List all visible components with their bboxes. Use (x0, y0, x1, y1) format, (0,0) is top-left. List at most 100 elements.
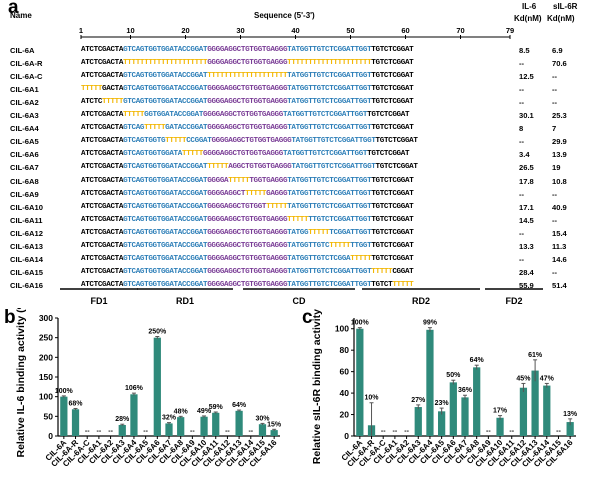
il6-kd-value: 17.1 (519, 202, 534, 212)
sequence-segment: ATCTCGACTA (81, 137, 124, 146)
sequence-segment: GGGGAGGCTGTGGTGAGGG (207, 267, 288, 276)
sequence-segment: GGGGAGGCTGTGGTGAGGG (207, 124, 288, 133)
sequence-segment: GTCAGTGGTGGATACCGGAT (123, 202, 208, 211)
il6-data-label: 64% (232, 402, 247, 409)
row-sequence: TTTTTGACTAGTCAGTGGTGGATACCGGATGGGGAGGCTG… (81, 85, 414, 94)
sequence-segment: GTCAGTGGTGGATACCGGAT (123, 176, 208, 185)
region-bar: FD1 RD1 CD RD2 FD2 (60, 288, 543, 306)
region-label: RD1 (176, 296, 194, 306)
sequence-segment: TATGGTTGTCTCGGATTGGT (287, 189, 372, 198)
sequence-segment: TGTCTCGGAT (371, 228, 414, 237)
sequence-segment: ATCTCGACTA (81, 189, 124, 198)
sequence-row: CIL-6A-R ATCTCGACTATTTTTTTTTTTTTTTTTTTTGG… (4, 58, 584, 71)
sequence-segment: TATGGTTGTCTCGGATTGGT (287, 124, 372, 133)
row-sequence: ATCTCGACTAGTCAGTGGTGGATACCGGATGGGGAGGCTG… (81, 254, 414, 263)
il6-data-label: 32% (162, 415, 177, 422)
sequence-segment: TTTTT (144, 124, 166, 133)
sequence-segment: ATCTCGACTA (81, 202, 124, 211)
sequence-segment: ATCTCGACTA (81, 150, 124, 159)
sequence-segment: TATGGTTGTCTCGGATTGGT (282, 111, 368, 120)
region-label: CD (293, 296, 306, 306)
sequence-segment: TATGG (287, 228, 309, 237)
sequence-segment: AGGCTGTGGTGAGGG (228, 163, 292, 172)
il6-bar (153, 337, 161, 436)
il6-kd-value: -- (519, 228, 525, 238)
sequence-segment: GGGGAGGCTGTGGTGAGGG (207, 98, 288, 107)
sequence-segment: GTCAGTGGTGGATACCGGAT (123, 215, 208, 224)
sil6r-data-label: 13% (563, 411, 578, 418)
name-header: Name (10, 11, 32, 20)
il6-bar (235, 410, 243, 436)
sequence-segment: GGGGAGGCTGTGGTGAGGG (207, 215, 288, 224)
sil6r-bar (473, 367, 481, 436)
ruler-tick-label: 70 (456, 26, 464, 35)
sil6r-kd-value: 70.6 (552, 59, 567, 69)
sil6r-data-label: 50% (446, 372, 461, 379)
sequence-segment: TATGGTTGTCTCGGATTGGT (291, 137, 376, 146)
row-sequence: ATCTCGACTAGTCAGTGGTGGATACCGGATGGGGAGGCTG… (81, 46, 414, 54)
sequence-segment: TGTCTCGGAT (367, 111, 410, 120)
panel-b-label: b (4, 307, 16, 328)
sil6r-kd-header: Kd(nM) (547, 14, 575, 23)
il6-binding-chart: Relative IL-6 binding activity (%) 0 50 100… (15, 308, 282, 469)
il6-kd-value: 17.8 (519, 176, 534, 186)
row-name: CIL-6A1 (10, 85, 39, 95)
sequence-segment: GGGGA (207, 176, 229, 185)
sequence-row: CIL-6A12 ATCTCGACTAGTCAGTGGTGGATACCGGATGG… (4, 228, 584, 241)
sequence-segment: GGGGAGGCTGTGGTGAGGG (207, 85, 288, 94)
il6-data-label: 30% (255, 415, 270, 422)
sequence-segment: GTCAGTGGTGGATA (123, 150, 182, 159)
sequence-segment: ATCTCGACTA (81, 215, 124, 224)
sequence-segment: TGTCTCGGAT (371, 254, 414, 263)
sequence-segment: TATGGTTGTCTCGGATTGGT (287, 98, 372, 107)
il6-data-label: 100% (55, 388, 74, 395)
sequence-segment: ATCTCGACTA (81, 124, 124, 133)
sil6r-binding-chart: Relative sIL-6R binding activity (%) 0 20 4… (311, 308, 578, 469)
sequence-segment: ATCTC (81, 98, 103, 107)
sil6r-kd-value: 7 (552, 124, 557, 134)
sil6r-bar (461, 397, 469, 436)
il6-y-tick-label: 300 (39, 313, 53, 323)
sil6r-kd-value: 29.9 (552, 137, 567, 147)
sequence-segment: TTTTT (392, 280, 414, 289)
sequence-segment: TATGGTTGTCTCGGATTGGT (282, 150, 368, 159)
row-sequence: ATCTCGACTAGTCAGTGGTGGATACCGGATGGGGAGGCTG… (81, 215, 414, 224)
sequence-segment: TGTCTCGGAT (371, 124, 414, 133)
row-sequence: ATCTCGACTAGTCAGTGGTGTTTTTCCGGATGGGGAGGCT… (81, 137, 418, 145)
sil6r-kd-value: 19 (552, 163, 561, 173)
row-name: CIL-6A3 (10, 111, 39, 121)
sil6r-kd-value: -- (552, 98, 558, 108)
il6-y-tick-label: 150 (39, 372, 53, 382)
sequence-row: CIL-6A ATCTCGACTAGTCAGTGGTGGATACCGGATGGGG… (4, 45, 584, 58)
sil6r-data-label: -- (556, 428, 561, 435)
sequence-segment: TTTTTTTTTTTTTTTTTTTT (123, 59, 208, 68)
sequence-segment: TGTCTCGGAT (367, 150, 410, 159)
il6-bar (270, 430, 278, 436)
il6-kd-value: 30.1 (519, 111, 534, 121)
sil6r-data-label: 61% (528, 352, 543, 359)
sequence-segment: GTCAGTGGTGGATACCGGAT (123, 46, 208, 54)
il6-data-label: -- (143, 428, 148, 435)
sequence-segment: TTTTT (123, 111, 145, 120)
sil6r-data-label: 23% (435, 400, 450, 407)
sequence-segment: TTTTT (245, 189, 267, 198)
sequence-segment: TTTTT (329, 241, 351, 250)
il6-kd-value: -- (519, 254, 525, 264)
il6-bar (60, 396, 68, 436)
row-sequence: ATCTCGACTAGTCAGTGGTGGATACCGGATTTTTTTTTTT… (81, 72, 414, 81)
sequence-segment: TGTCTCGGAT (375, 163, 418, 172)
il6-kd-value: -- (519, 137, 525, 147)
sequence-segment: TGTCTCGGAT (371, 215, 414, 224)
sil6r-bar (414, 407, 422, 436)
il6-data-label: -- (248, 428, 253, 435)
sequence-segment: TATGGTTGTCTCGGATTGGT (287, 72, 372, 81)
sequence-segment: TTTTT (371, 267, 393, 276)
sequence-segment: TATGGTTGTCTCGGATTGGT (291, 163, 376, 172)
il6-data-label: -- (108, 428, 113, 435)
sil6r-kd-value: 6.9 (552, 46, 563, 55)
sequence-segment: GTCAGTGGTGGATACCGGAT (123, 254, 208, 263)
il6-kd-value: -- (519, 98, 525, 108)
sequence-segment: TGTCTCGGAT (371, 189, 414, 198)
sequence-segment: ATCTCGACTA (81, 46, 124, 54)
sequence-row: CIL-6A6 ATCTCGACTAGTCAGTGGTGGATATTTTTGGGG… (4, 149, 584, 162)
